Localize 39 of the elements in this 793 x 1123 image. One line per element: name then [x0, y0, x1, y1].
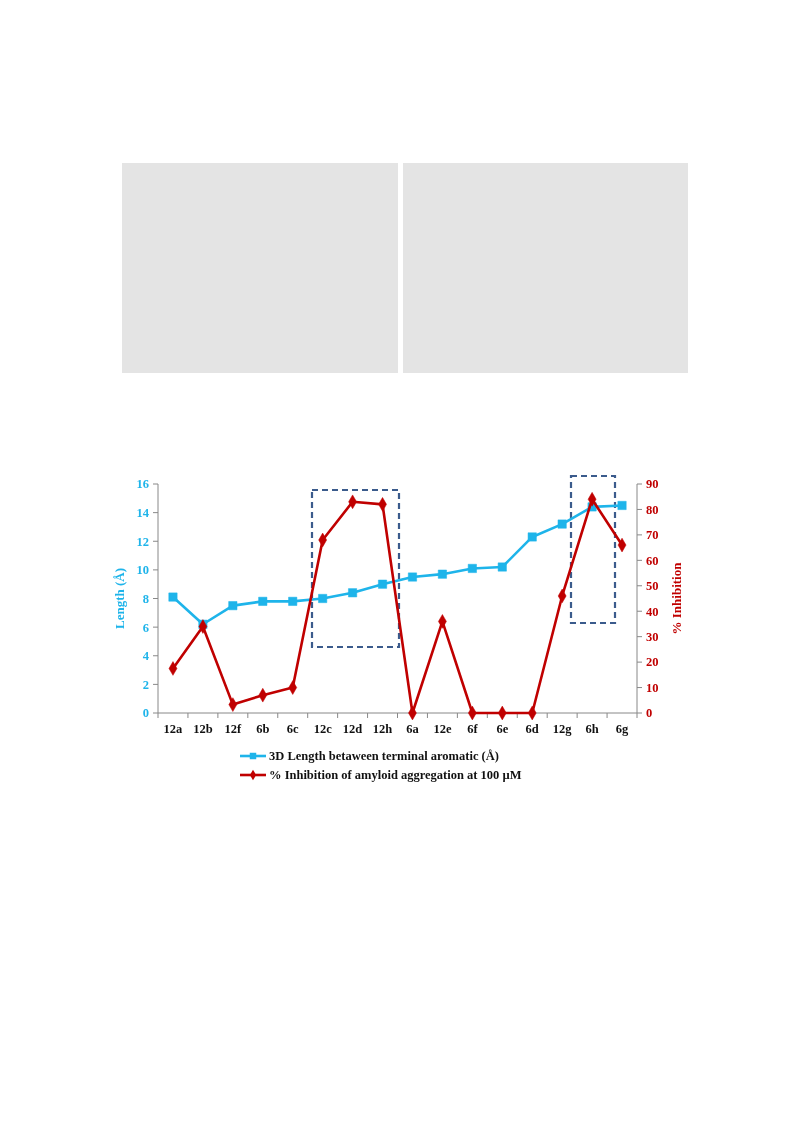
x-tick-label: 12c: [313, 722, 333, 736]
x-tick-label: 12h: [372, 722, 393, 736]
x-tick-label: 6f: [467, 722, 479, 736]
y2-axis-title: % Inhibition: [669, 561, 684, 635]
x-tick-label: 12a: [163, 722, 184, 736]
x-tick-label: 6g: [615, 722, 630, 736]
legend-label: % Inhibition of amyloid aggregation at 100 µM: [269, 768, 522, 783]
y-tick-label: 8: [142, 591, 149, 606]
y2-tick-label: 90: [646, 477, 659, 492]
x-tick-label: 12d: [342, 722, 363, 736]
y-tick-label: 6: [142, 620, 149, 635]
y-tick-label: 0: [142, 706, 149, 721]
x-tick-label: 6a: [406, 722, 420, 736]
x-tick-label: 12b: [193, 722, 213, 736]
x-tick-label: 12g: [552, 722, 573, 736]
y-tick-label: 4: [142, 649, 150, 664]
y-axis-title: Length (Å): [112, 567, 127, 630]
x-tick-label: 6e: [496, 722, 509, 736]
y2-tick-label: 70: [646, 528, 659, 543]
x-tick-label: 6c: [286, 722, 300, 736]
y-tick-label: 12: [136, 534, 149, 549]
y2-tick-label: 40: [646, 604, 659, 619]
x-tick-label: 6h: [585, 722, 599, 736]
x-tick-label: 12f: [224, 722, 243, 736]
y2-tick-label: 0: [646, 706, 653, 721]
x-tick-label: 12e: [433, 722, 452, 736]
y2-tick-label: 50: [646, 579, 659, 594]
y-tick-label: 10: [136, 563, 149, 578]
y2-tick-label: 80: [646, 502, 659, 517]
y-tick-label: 14: [136, 506, 150, 520]
legend-label: 3D Length betaween terminal aromatic (Å): [269, 749, 499, 764]
y2-tick-label: 30: [646, 630, 659, 645]
y2-tick-label: 10: [646, 680, 659, 695]
y2-tick-label: 20: [646, 655, 659, 670]
y-tick-label: 16: [136, 477, 149, 492]
y-tick-label: 2: [142, 677, 149, 692]
y2-tick-label: 60: [646, 553, 659, 568]
x-tick-label: 6b: [256, 722, 270, 736]
x-tick-label: 6d: [525, 722, 539, 736]
